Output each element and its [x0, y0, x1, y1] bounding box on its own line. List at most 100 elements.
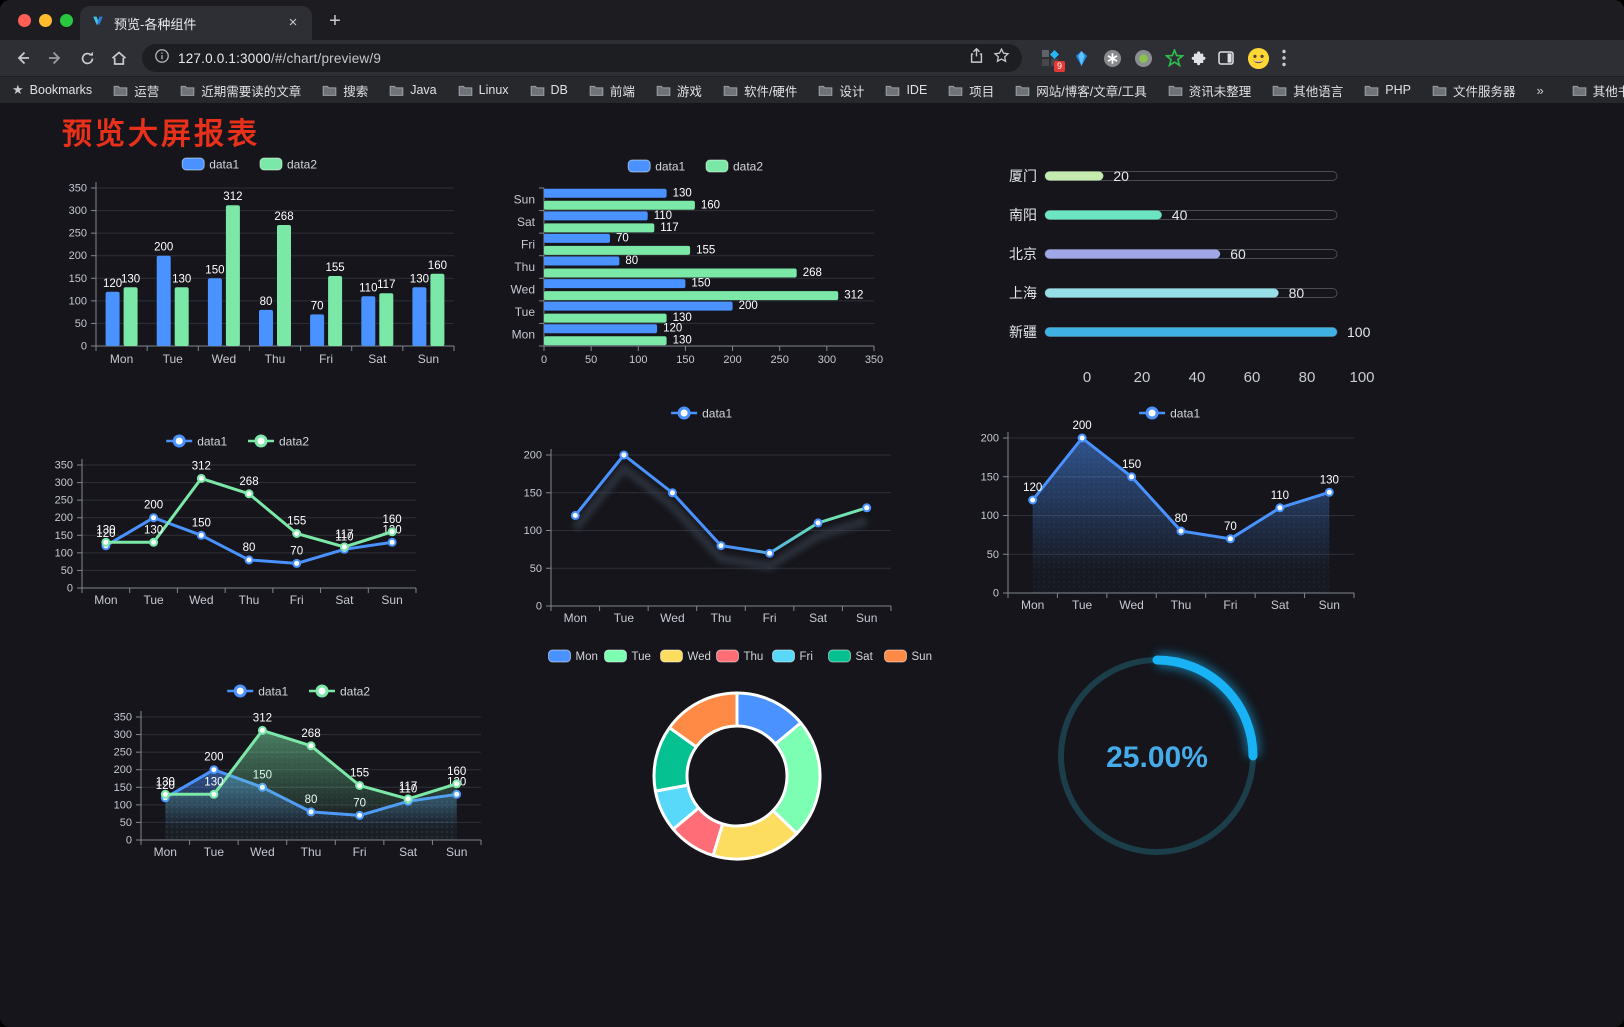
svg-text:0: 0 — [536, 601, 542, 613]
svg-text:200: 200 — [154, 242, 173, 254]
side-panel-icon[interactable] — [1214, 46, 1238, 70]
extensions-puzzle-icon[interactable] — [1188, 46, 1212, 70]
svg-text:150: 150 — [676, 354, 694, 366]
tab-close-button[interactable]: × — [288, 14, 298, 31]
chart-line-gradient[interactable]: data1 0 50 100 150 200 Mon Tue Wed Thu Fri Sat Sun — [488, 391, 920, 639]
svg-text:312: 312 — [223, 191, 242, 203]
page-content: 预览大屏报表 data1 data2 0 50 100 150 200 250 300 350 Mo… — [0, 103, 1624, 1027]
svg-text:160: 160 — [383, 514, 402, 526]
svg-text:Wed: Wed — [189, 593, 213, 607]
svg-text:80: 80 — [1289, 285, 1305, 301]
reload-button[interactable] — [72, 44, 102, 72]
bookmark-label: 网站/博客/文章/工具 — [1036, 84, 1147, 99]
back-button[interactable] — [8, 44, 38, 72]
bookmark-folder[interactable]: 文件服务器 — [1432, 81, 1515, 100]
svg-text:130: 130 — [673, 335, 692, 347]
bookmark-star-icon[interactable] — [993, 47, 1010, 69]
extension-asterisk-circle-icon[interactable] — [1100, 46, 1124, 70]
bookmark-folder[interactable]: 项目 — [948, 81, 994, 100]
bookmark-label: IDE — [906, 83, 928, 97]
svg-text:Sun: Sun — [912, 651, 932, 663]
bookmark-folder[interactable]: Linux — [458, 83, 509, 97]
bookmarks-root[interactable]: ★ Bookmarks — [12, 82, 92, 98]
svg-text:Sat: Sat — [809, 611, 828, 625]
svg-text:150: 150 — [55, 530, 73, 542]
svg-text:70: 70 — [311, 300, 324, 312]
bookmark-label: Linux — [478, 83, 509, 97]
chart-line-two-area[interactable]: data1 data2 0 50 100 150 200 250 300 350 Mon Tue Wed… — [95, 675, 507, 890]
svg-text:50: 50 — [987, 549, 999, 561]
bookmark-folder[interactable]: 游戏 — [656, 81, 702, 100]
svg-text:Fri: Fri — [290, 593, 304, 607]
svg-text:Mon: Mon — [564, 611, 587, 625]
svg-text:80: 80 — [1175, 513, 1188, 525]
svg-text:117: 117 — [660, 222, 678, 234]
bookmark-label: 搜索 — [343, 84, 369, 99]
folder-icon — [1272, 84, 1287, 97]
extension-proxy-grid-icon[interactable]: 9 — [1038, 46, 1065, 72]
folder-icon — [589, 84, 604, 97]
browser-tab[interactable]: 预览-各种组件 × — [80, 6, 312, 40]
svg-text:80: 80 — [260, 296, 273, 308]
bookmark-folder[interactable]: IDE — [885, 83, 927, 97]
bookmark-folder[interactable]: 资讯未整理 — [1168, 81, 1252, 100]
svg-text:110: 110 — [399, 783, 417, 795]
svg-text:150: 150 — [205, 264, 224, 276]
chart-grouped-bar[interactable]: data1 data2 0 50 100 150 200 250 300 350 Mon Tue Wed… — [42, 148, 462, 378]
svg-text:Thu: Thu — [744, 651, 764, 663]
svg-text:Mon: Mon — [512, 328, 535, 342]
chart-line-two-series[interactable]: data1 data2 0 50 100 150 200 250 300 350 Mon Tue Wed… — [30, 425, 450, 630]
bookmark-folder[interactable]: DB — [530, 83, 568, 97]
chart-donut[interactable]: Mon Tue Wed Thu Fri Sat Sun — [540, 630, 940, 902]
bookmark-folder[interactable]: 其他语言 — [1272, 81, 1343, 100]
bookmark-folder[interactable]: 运营 — [113, 81, 159, 100]
folder-icon — [1432, 84, 1447, 97]
chart-gauge-progress[interactable]: 25.00% — [1040, 628, 1385, 918]
svg-text:北京: 北京 — [1009, 246, 1037, 262]
bookmark-folder[interactable]: 设计 — [818, 81, 864, 100]
svg-text:Sun: Sun — [418, 352, 439, 366]
extension-green-star-icon[interactable] — [1162, 46, 1186, 70]
svg-text:40: 40 — [1189, 369, 1206, 386]
home-button[interactable] — [104, 44, 134, 72]
profile-avatar[interactable] — [1246, 46, 1270, 70]
svg-text:130: 130 — [172, 273, 191, 285]
chart-line-area[interactable]: data1 0 50 100 150 200 Mon Tue Wed Thu Fri Sat Sun 12… — [972, 385, 1372, 627]
close-window-button[interactable] — [18, 14, 31, 27]
bookmark-folder[interactable]: Java — [389, 83, 437, 97]
chart-horizontal-bar[interactable]: data1 data2 0 50 100 150 200 250 300 350 Mon 120 130… — [498, 150, 898, 380]
svg-text:268: 268 — [239, 476, 258, 488]
bookmark-label: 其他语言 — [1293, 84, 1344, 99]
bookmarks-overflow-chevron[interactable]: » — [1536, 82, 1544, 98]
browser-menu-button[interactable] — [1274, 46, 1294, 70]
url-text[interactable]: 127.0.0.1:3000/#/chart/preview/9 — [178, 51, 960, 66]
bookmark-label: 设计 — [839, 84, 865, 99]
svg-text:130: 130 — [1320, 474, 1339, 486]
bookmark-folder[interactable]: 软件/硬件 — [723, 81, 797, 100]
share-icon[interactable] — [968, 47, 985, 69]
minimize-window-button[interactable] — [39, 14, 52, 27]
bookmark-folder[interactable]: 网站/博客/文章/工具 — [1015, 81, 1147, 100]
zoom-window-button[interactable] — [60, 14, 73, 27]
forward-button[interactable] — [40, 44, 70, 72]
bookmark-label: 近期需要读的文章 — [201, 84, 302, 99]
bookmark-folder[interactable]: PHP — [1364, 83, 1411, 97]
bookmark-folder[interactable]: 前端 — [589, 81, 635, 100]
bookmark-folder[interactable]: 搜索 — [322, 81, 368, 100]
address-bar[interactable]: 127.0.0.1:3000/#/chart/preview/9 — [142, 44, 1022, 72]
svg-text:200: 200 — [69, 250, 87, 262]
extension-blue-gem-icon[interactable] — [1069, 46, 1093, 70]
svg-text:100: 100 — [69, 295, 87, 307]
svg-text:80: 80 — [1299, 369, 1316, 386]
bookmark-folder[interactable]: 近期需要读的文章 — [180, 81, 301, 100]
chart-progress-bars[interactable]: 厦门 20 南阳 40 北京 60 上海 80 新疆 100 0 20 40 60 80 100 — [985, 150, 1385, 390]
extension-green-dot-circle-icon[interactable] — [1131, 46, 1155, 70]
other-bookmarks[interactable]: 其他书签 — [1572, 81, 1624, 100]
site-info-icon[interactable] — [154, 48, 170, 69]
bookmark-label: 资讯未整理 — [1188, 84, 1252, 99]
svg-text:110: 110 — [335, 531, 353, 543]
bookmark-label: PHP — [1385, 83, 1411, 97]
new-tab-button[interactable]: + — [329, 10, 341, 32]
svg-text:0: 0 — [541, 354, 547, 366]
svg-text:100: 100 — [55, 547, 73, 559]
